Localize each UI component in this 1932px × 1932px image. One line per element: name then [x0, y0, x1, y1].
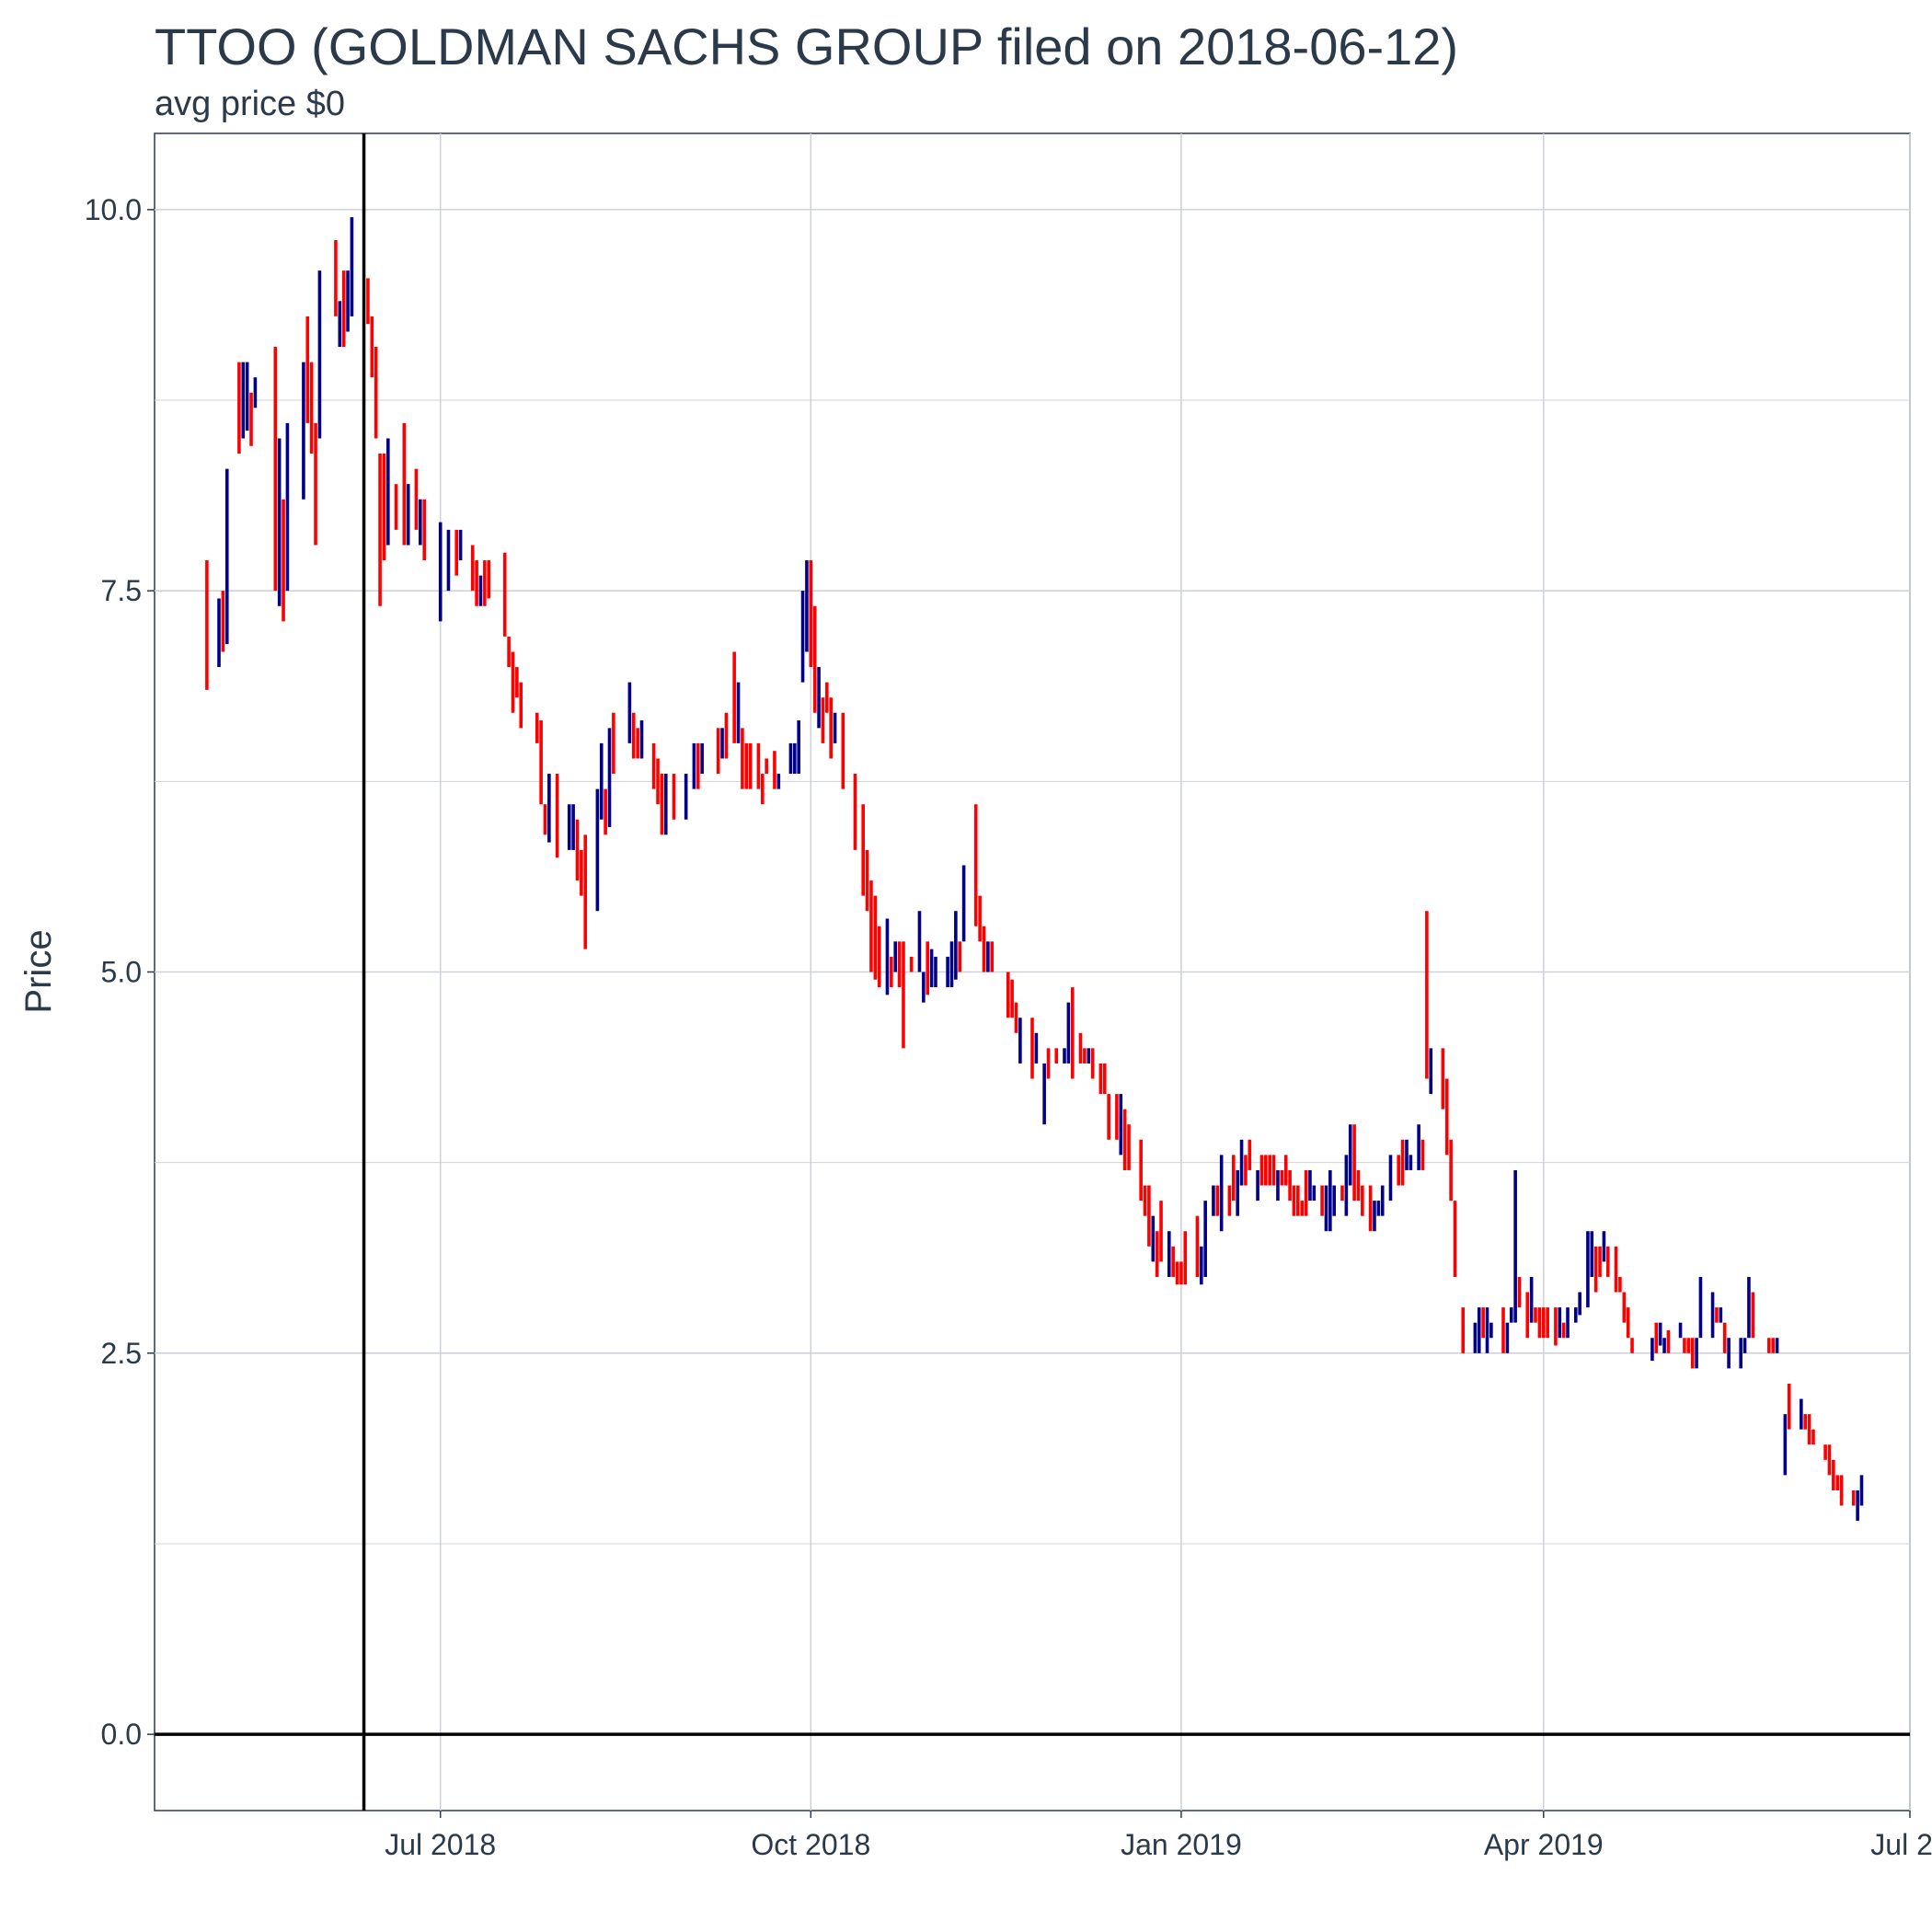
chart-subtitle: avg price $0 [155, 85, 346, 123]
price-bars [205, 217, 1864, 1522]
y-tick-label: 0.0 [101, 1718, 142, 1751]
y-tick-label: 10.0 [85, 193, 142, 226]
y-tick-label: 2.5 [101, 1337, 142, 1370]
y-axis-title: Price [18, 929, 59, 1013]
chart-title: TTOO (GOLDMAN SACHS GROUP filed on 2018-… [155, 17, 1459, 75]
y-tick-label: 7.5 [101, 574, 142, 607]
x-tick-label: Apr 2019 [1484, 1828, 1604, 1861]
x-tick-label: Oct 2018 [751, 1828, 870, 1861]
x-axis: Jul 2018 Oct 2018 Jan 2019 Apr 2019 Jul 20 [385, 1811, 1932, 1861]
reference-lines [155, 133, 1910, 1811]
x-tick-label: Jan 2019 [1121, 1828, 1242, 1861]
x-tick-label: Jul 2018 [385, 1828, 496, 1861]
y-tick-label: 5.0 [101, 956, 142, 989]
x-tick-label: Jul 20 [1870, 1828, 1932, 1861]
y-axis: 0.0 2.5 5.0 7.5 10.0 [85, 193, 155, 1751]
